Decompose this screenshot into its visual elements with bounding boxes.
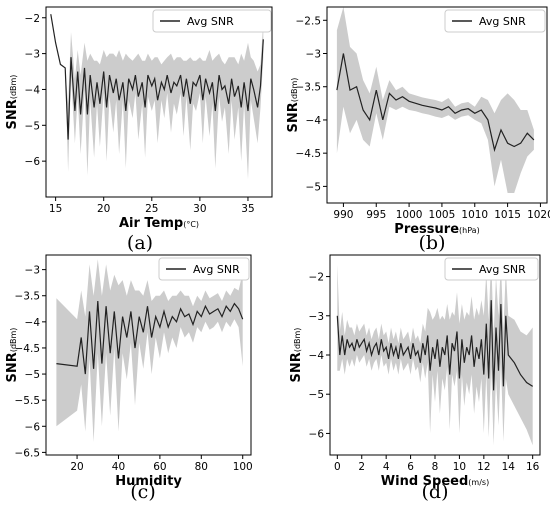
y-axis-label: SNR(dBm) [289, 328, 304, 383]
legend-label: Avg SNR [187, 15, 234, 28]
legend: Avg SNR [444, 257, 539, 281]
x-tick-label: 1015 [494, 209, 521, 221]
y-tick-label: −5 [306, 181, 321, 193]
panel-a: 15 20 25 30 35 −2 −3 −4 −5 −6 Air Temp(°C) SNR(dBm)… [5, 6, 273, 254]
y-tick-label: −4 [25, 84, 41, 96]
y-tick-label: −3 [25, 49, 40, 61]
x-tick-label: 995 [366, 209, 386, 221]
plot-frame [326, 6, 548, 204]
panel-caption: (a) [127, 232, 153, 254]
y-tick-label: −5 [25, 369, 40, 381]
confidence-band [56, 259, 243, 442]
y-tick-label: −3 [25, 265, 40, 277]
legend-label: Avg SNR [193, 263, 240, 276]
y-tick-label: −2 [25, 13, 40, 25]
x-tick-label: 14 [502, 461, 516, 473]
y-tick-label: −6 [25, 156, 41, 168]
y-tick-label: −4 [309, 350, 325, 362]
y-axis-label: SNR(dBm) [5, 328, 20, 383]
y-tick-label: −5 [309, 389, 324, 401]
panel-caption: (b) [419, 232, 446, 254]
x-axis-label: Pressure(hPa) [394, 222, 479, 237]
y-tick-label: −2 [309, 272, 324, 284]
x-tick-label: 80 [195, 461, 208, 473]
legend-label: Avg SNR [479, 263, 526, 276]
plot-frame [45, 254, 252, 456]
y-tick-label: −2.5 [296, 15, 322, 27]
x-tick-label: 100 [233, 461, 253, 473]
x-tick-label: 0 [334, 461, 341, 473]
y-tick-label: −4 [306, 115, 322, 127]
y-tick-label: −3 [309, 311, 324, 323]
y-tick-label: −4.5 [15, 343, 41, 355]
y-axis-label: SNR(dBm) [286, 78, 301, 133]
x-axis-label: Wind Speed(m/s) [381, 474, 489, 489]
x-tick-label: 25 [145, 203, 158, 215]
x-tick-label: 1020 [527, 209, 550, 221]
confidence-band [336, 7, 534, 193]
legend-label: Avg SNR [479, 15, 526, 28]
x-axis-label: Humidity [115, 474, 182, 489]
x-tick-label: 16 [526, 461, 540, 473]
y-tick-label: −6 [25, 421, 41, 433]
plot-frame [45, 6, 273, 198]
legend-box [444, 9, 546, 33]
x-tick-label: 35 [241, 203, 254, 215]
y-tick-label: −6.5 [15, 447, 41, 459]
x-tick-label: 2 [358, 461, 365, 473]
y-tick-label: −3.5 [15, 291, 41, 303]
legend: Avg SNR [444, 9, 546, 33]
x-axis-label: Air Temp(°C) [119, 216, 199, 231]
x-tick-label: 1000 [396, 209, 423, 221]
x-tick-label: 4 [383, 461, 390, 473]
confidence-band [337, 257, 533, 446]
x-tick-label: 990 [333, 209, 353, 221]
legend: Avg SNR [158, 257, 250, 281]
y-tick-label: −4.5 [296, 148, 322, 160]
y-tick-label: −5 [25, 120, 40, 132]
x-tick-label: 10 [453, 461, 466, 473]
x-tick-label: 30 [193, 203, 206, 215]
panel-d: 0 2 4 6 8 10 12 14 16 −2 −3 −4 −5 −6 Wind Speed(m/s) SN… [289, 254, 541, 503]
y-tick-label: −6 [309, 428, 325, 440]
legend-box [158, 257, 250, 281]
x-tick-label: 8 [432, 461, 439, 473]
x-tick-label: 20 [97, 203, 110, 215]
panel-caption: (c) [130, 481, 155, 503]
x-tick-label: 60 [153, 461, 166, 473]
y-tick-label: −4 [25, 317, 41, 329]
legend: Avg SNR [152, 9, 272, 33]
y-axis-label: SNR(dBm) [5, 75, 20, 130]
y-tick-label: −5.5 [15, 395, 41, 407]
x-tick-label: 40 [112, 461, 125, 473]
y-tick-label: −3.5 [296, 82, 322, 94]
x-tick-label: 15 [49, 203, 62, 215]
x-tick-label: 6 [407, 461, 414, 473]
x-tick-label: 1010 [461, 209, 488, 221]
legend-box [444, 257, 539, 281]
x-tick-label: 12 [477, 461, 490, 473]
avg-snr-line [56, 300, 244, 375]
panel-caption: (d) [422, 481, 449, 503]
avg-snr-line [336, 300, 534, 391]
avg-snr-line [336, 53, 535, 153]
panel-b: 990 995 1000 1005 1010 1015 1020 −2.5 −3 −3.5 −4 −4… [286, 6, 550, 254]
y-tick-label: −3 [306, 49, 321, 61]
avg-snr-line [50, 14, 264, 140]
legend-box [152, 9, 272, 33]
x-tick-label: 20 [70, 461, 83, 473]
panel-c: 20 40 60 80 100 −3 −3.5 −4 −4.5 −5 −5.5 −6 −6.5 Humid… [5, 254, 253, 503]
x-tick-label: 1005 [429, 209, 456, 221]
